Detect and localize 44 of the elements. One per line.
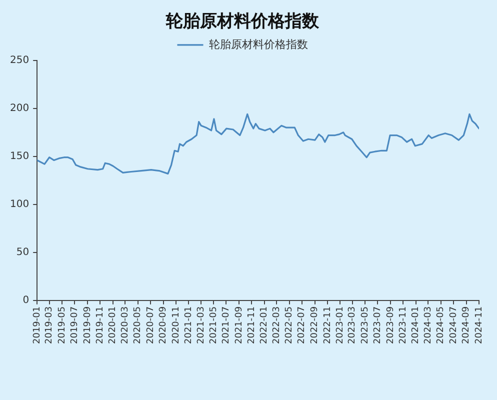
legend-label: 轮胎原材料价格指数 <box>208 38 308 51</box>
x-tick-label: 2019-09 <box>82 306 93 344</box>
y-tick-label: 0 <box>22 294 30 306</box>
y-tick-label: 50 <box>16 246 30 258</box>
x-tick-label: 2024-07 <box>448 306 459 344</box>
x-tick-label: 2020-07 <box>146 306 156 344</box>
x-tick-label: 2024-09 <box>462 306 472 344</box>
y-tick-label: 200 <box>10 102 30 114</box>
x-tick-label: 2019-07 <box>70 306 80 344</box>
x-tick-label: 2024-05 <box>436 306 446 344</box>
x-tick-label: 2019-03 <box>44 306 55 344</box>
x-tick-label: 2020-03 <box>120 306 131 344</box>
x-tick-label: 2019-05 <box>57 306 68 344</box>
x-tick-label: 2021-09 <box>234 306 244 344</box>
x-tick-label: 2024-03 <box>424 306 434 344</box>
x-tick-label: 2024-11 <box>474 306 484 344</box>
x-tick-label: 2019-11 <box>95 306 106 344</box>
x-tick-label: 2023-05 <box>360 306 370 344</box>
x-tick-label: 2022-05 <box>284 306 295 344</box>
x-tick-label: 2021-05 <box>208 306 219 344</box>
x-tick-label: 2021-01 <box>184 306 194 344</box>
x-tick-label: 2020-05 <box>133 306 144 344</box>
y-tick-label: 100 <box>10 198 30 210</box>
x-tick-label: 2020-11 <box>171 306 182 344</box>
x-tick-label: 2023-07 <box>372 306 383 344</box>
x-tick-label: 2022-03 <box>272 306 282 344</box>
y-tick-label: 150 <box>10 150 30 162</box>
x-tick-label: 2023-11 <box>398 306 408 344</box>
x-tick-label: 2023-01 <box>335 306 346 344</box>
x-tick-label: 2021-03 <box>196 306 206 344</box>
x-tick-label: 2019-01 <box>32 306 42 344</box>
x-tick-label: 2022-07 <box>297 306 308 344</box>
x-tick-label: 2020-01 <box>108 306 118 344</box>
x-tick-label: 2022-01 <box>260 306 270 344</box>
y-tick-label: 250 <box>10 54 30 66</box>
x-tick-label: 2021-07 <box>222 306 232 344</box>
x-tick-label: 2021-11 <box>247 306 258 344</box>
x-tick-label: 2022-09 <box>310 306 320 344</box>
chart-title: 轮胎原材料价格指数 <box>165 12 320 32</box>
x-tick-label: 2022-11 <box>322 306 333 344</box>
x-tick-label: 2024-01 <box>411 306 422 344</box>
x-tick-label: 2020-09 <box>158 306 169 344</box>
x-tick-label: 2023-09 <box>386 306 396 344</box>
x-tick-label: 2023-03 <box>348 306 358 344</box>
